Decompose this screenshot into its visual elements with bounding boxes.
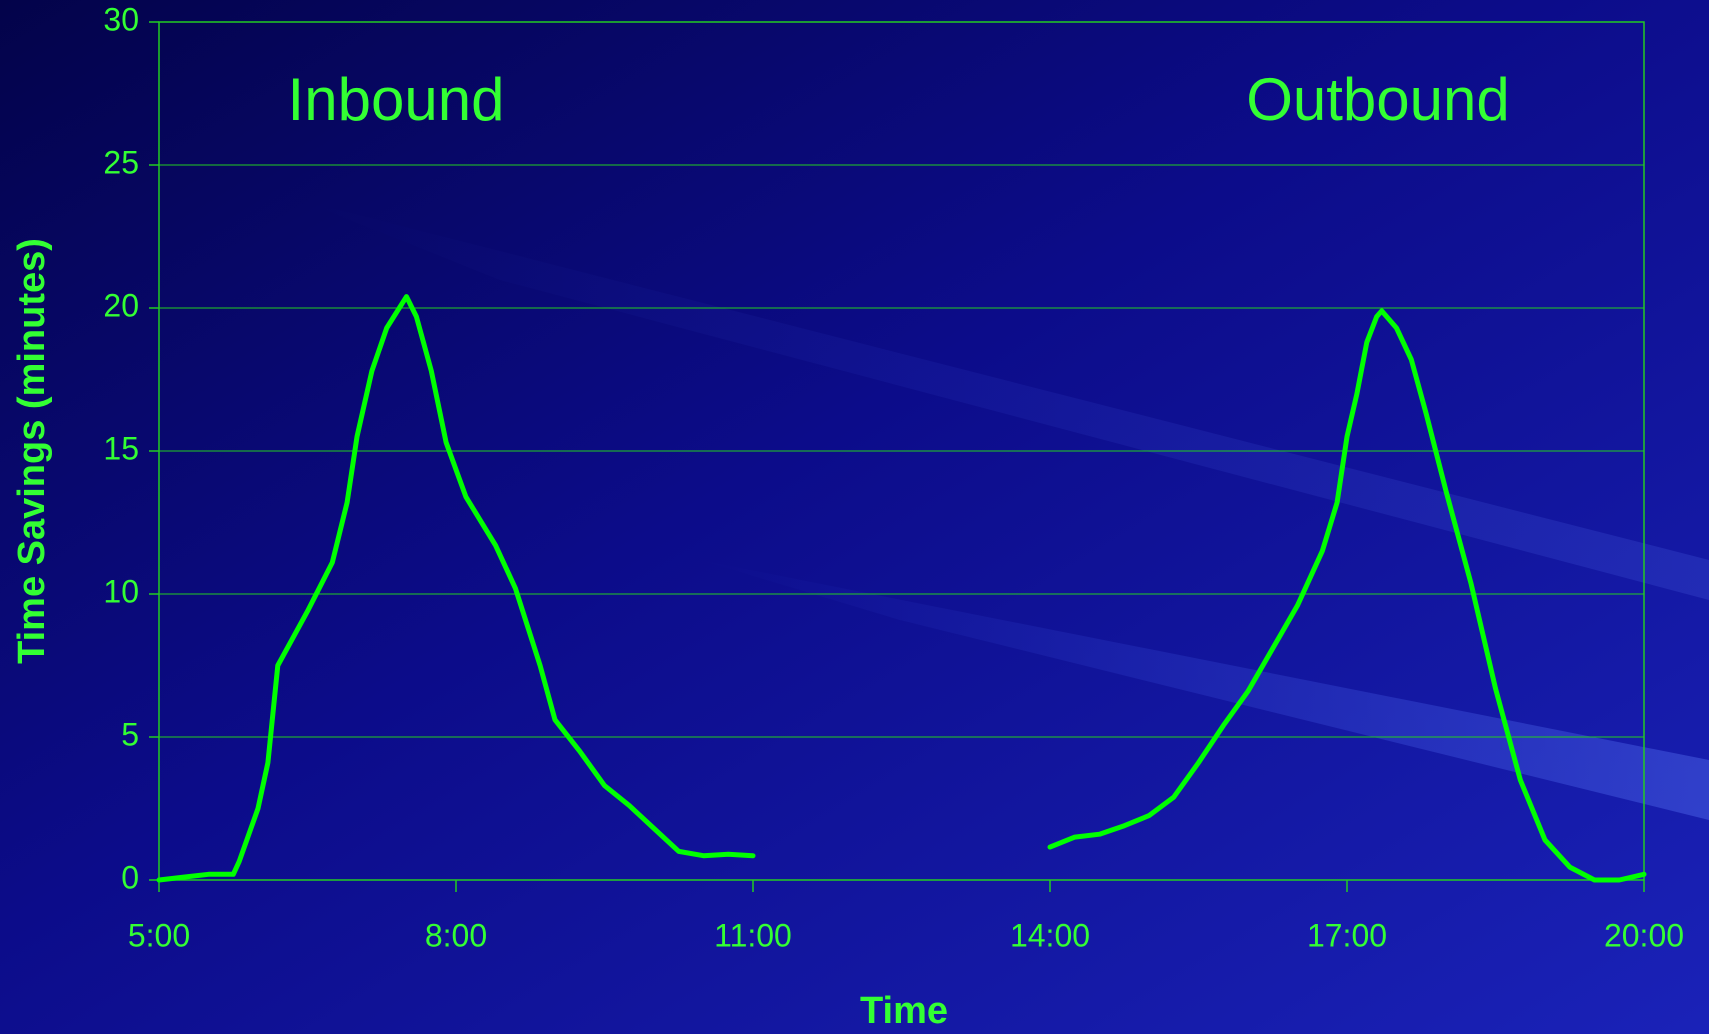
y-tick-label: 15	[103, 430, 139, 466]
light-streak	[700, 560, 1709, 820]
x-tick-label: 14:00	[1010, 917, 1090, 953]
x-tick-label: 8:00	[425, 917, 487, 953]
y-tick-label: 5	[121, 716, 139, 752]
x-tick-label: 20:00	[1604, 917, 1684, 953]
x-tick-label: 11:00	[714, 917, 792, 953]
y-tick-label: 25	[103, 144, 139, 180]
plot-frame	[158, 21, 1645, 881]
y-axis-title: Time Savings (minutes)	[11, 238, 53, 664]
light-streak	[300, 200, 1709, 600]
annotation: Outbound	[1246, 66, 1510, 133]
y-tick-label: 0	[121, 859, 139, 895]
y-tick-label: 30	[103, 1, 139, 37]
x-tick-label: 5:00	[128, 917, 190, 953]
y-tick-label: 20	[103, 287, 139, 323]
x-tick-label: 17:00	[1307, 917, 1387, 953]
y-tick-label: 10	[103, 573, 139, 609]
annotation: Inbound	[288, 66, 505, 133]
x-axis-title: Time	[860, 990, 948, 1032]
line	[156, 294, 1647, 883]
